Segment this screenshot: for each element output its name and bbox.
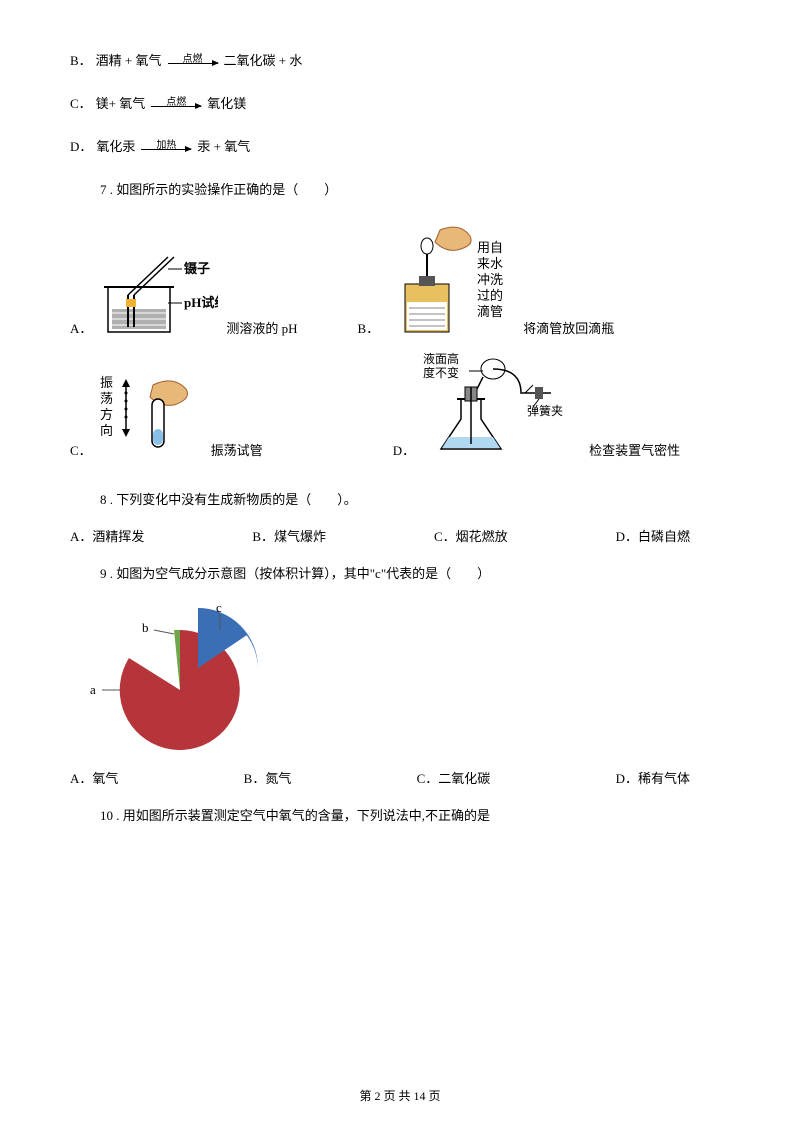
eq-d-left: 氧化汞	[96, 136, 135, 155]
q9-opt-b: B．氮气	[244, 768, 292, 787]
q7a-label: A．	[70, 318, 92, 337]
q9-opt-c: C．二氧化碳	[417, 768, 491, 787]
question-8: 8 . 下列变化中没有生成新物质的是（ ）。	[100, 489, 730, 508]
eq-b-label: B．	[70, 50, 92, 69]
q8-options: A．酒精挥发 B．煤气爆炸 C．烟花燃放 D．白磷自燃	[70, 526, 730, 545]
q7b-diagram: 用自 来水 冲洗 过的 滴管	[385, 222, 515, 337]
svg-text:弹簧夹: 弹簧夹	[527, 403, 563, 418]
question-10: 10 . 用如图所示装置测定空气中氧气的含量，下列说法中,不正确的是	[100, 805, 730, 824]
svg-text:振: 振	[100, 375, 113, 390]
question-7: 7 . 如图所示的实验操作正确的是（ ）	[100, 179, 730, 198]
q7a-caption: 测溶液的 pH	[226, 318, 297, 337]
svg-text:荡: 荡	[100, 391, 113, 406]
q7a-diagram: 镊子 pH试纸	[98, 247, 218, 337]
svg-text:向: 向	[100, 423, 113, 438]
svg-text:方: 方	[100, 407, 113, 422]
q7b-label: B．	[358, 318, 380, 337]
q8-opt-d: D．白磷自燃	[616, 526, 690, 545]
svg-text:滴管: 滴管	[477, 304, 503, 319]
svg-text:b: b	[142, 620, 149, 635]
svg-text:a: a	[90, 682, 96, 697]
eq-b-right: 二氧化碳 + 水	[224, 50, 303, 69]
svg-text:液面高: 液面高	[423, 351, 459, 366]
q7b-caption: 将滴管放回滴瓶	[523, 318, 614, 337]
equation-b: B． 酒精 + 氧气 点燃 二氧化碳 + 水	[70, 50, 730, 69]
svg-text:c: c	[216, 600, 222, 615]
q9-pie-chart: a b c	[80, 600, 280, 750]
q9-options: A．氧气 B．氮气 C．二氧化碳 D．稀有气体	[70, 768, 730, 787]
q7d-label: D．	[393, 440, 415, 459]
eq-c-right: 氧化镁	[207, 93, 246, 112]
reaction-arrow: 点燃	[151, 98, 201, 107]
svg-text:pH试纸: pH试纸	[184, 295, 218, 310]
q9-opt-a: A．氧气	[70, 768, 118, 787]
svg-text:用自: 用自	[477, 240, 503, 255]
reaction-arrow: 加热	[141, 141, 191, 150]
q8-opt-c: C．烟花燃放	[434, 526, 508, 545]
page-footer: 第 2 页 共 14 页	[0, 1087, 800, 1104]
q7d-diagram: 液面高 度不变 弹簧夹	[421, 349, 581, 459]
eq-c-label: C．	[70, 93, 92, 112]
eq-b-left: 酒精 + 氧气	[96, 50, 162, 69]
svg-text:镊子: 镊子	[183, 261, 210, 276]
q9-opt-d: D．稀有气体	[616, 768, 690, 787]
q7c-diagram: 振 荡 方 向	[98, 369, 203, 459]
svg-text:度不变: 度不变	[423, 365, 459, 380]
equation-d: D． 氧化汞 加热 汞 + 氧气	[70, 136, 730, 155]
q7c-label: C．	[70, 440, 92, 459]
eq-d-label: D．	[70, 136, 92, 155]
equation-c: C． 镁+ 氧气 点燃 氧化镁	[70, 93, 730, 112]
svg-text:来水: 来水	[477, 256, 503, 271]
q8-opt-b: B．煤气爆炸	[252, 526, 326, 545]
eq-d-right: 汞 + 氧气	[197, 136, 250, 155]
q7-row-1: A． 镊子 pH试纸 测溶液的 pH B．	[70, 222, 730, 349]
q7-row-2: C． 振 荡 方 向 振荡试管 D．	[70, 349, 730, 471]
eq-c-left: 镁+ 氧气	[96, 93, 146, 112]
q7d-caption: 检查装置气密性	[589, 440, 680, 459]
svg-text:过的: 过的	[477, 288, 503, 303]
q8-opt-a: A．酒精挥发	[70, 526, 144, 545]
question-9: 9 . 如图为空气成分示意图（按体积计算），其中"c"代表的是（ ）	[100, 563, 730, 582]
reaction-arrow: 点燃	[168, 55, 218, 64]
q7c-caption: 振荡试管	[211, 440, 263, 459]
svg-text:冲洗: 冲洗	[477, 272, 503, 287]
